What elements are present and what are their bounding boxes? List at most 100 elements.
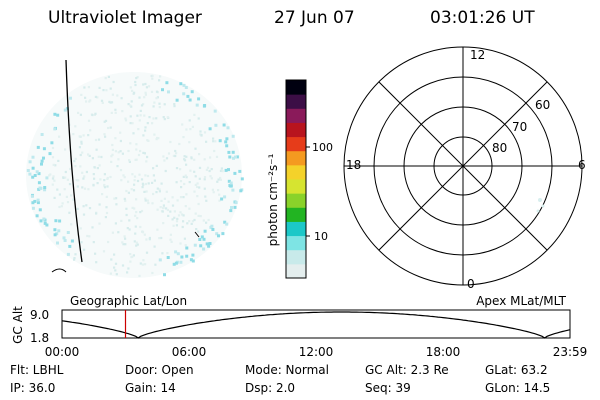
image-date: 27 Jun 07 xyxy=(274,8,355,28)
emission-pixel xyxy=(135,143,138,146)
emission-pixel xyxy=(95,261,98,264)
x-tick-18: 18:00 xyxy=(426,345,461,359)
emission-pixel xyxy=(73,258,76,261)
mlt-label-18: 18 xyxy=(346,158,361,172)
emission-pixel xyxy=(143,233,146,236)
emission-pixel xyxy=(135,244,138,247)
emission-pixel xyxy=(133,183,136,186)
emission-pixel xyxy=(54,164,57,167)
x-tick-2359: 23:59 xyxy=(553,345,588,359)
emission-pixel xyxy=(80,142,83,145)
emission-pixel xyxy=(205,199,208,202)
emission-pixel xyxy=(121,241,124,244)
emission-pixel xyxy=(140,178,144,181)
emission-pixel xyxy=(50,141,54,145)
emission-pixel xyxy=(169,238,172,241)
limb-tick xyxy=(194,231,200,238)
emission-pixel xyxy=(203,176,207,179)
emission-pixel xyxy=(163,118,166,121)
emission-pixel xyxy=(35,214,39,218)
emission-pixel xyxy=(104,119,108,122)
emission-pixel xyxy=(143,152,146,155)
emission-pixel xyxy=(132,189,136,192)
emission-pixel xyxy=(228,155,232,159)
emission-pixel xyxy=(127,267,130,270)
emission-pixel xyxy=(182,220,185,223)
emission-pixel xyxy=(179,260,183,264)
emission-pixel xyxy=(162,116,165,119)
emission-pixel xyxy=(68,211,71,214)
emission-pixel xyxy=(61,202,64,205)
emission-pixel xyxy=(151,202,154,205)
emission-pixel xyxy=(144,182,147,186)
emission-pixel xyxy=(83,175,86,178)
emission-pixel xyxy=(127,191,130,194)
emission-pixel xyxy=(156,208,159,211)
emission-pixel xyxy=(78,146,81,149)
emission-pixel xyxy=(141,263,144,266)
emission-pixel xyxy=(109,175,112,179)
emission-pixel xyxy=(152,105,155,108)
emission-pixel xyxy=(131,206,134,209)
colorbar-cell xyxy=(286,179,306,194)
emission-pixel xyxy=(158,188,161,191)
emission-pixel xyxy=(74,125,77,128)
emission-pixel xyxy=(124,119,128,122)
emission-pixel xyxy=(203,104,207,107)
emission-pixel xyxy=(36,198,40,202)
emission-pixel xyxy=(163,197,166,200)
emission-pixel xyxy=(107,75,110,78)
emission-pixel xyxy=(146,174,150,178)
lat-label-70: 70 xyxy=(512,120,527,134)
emission-pixel xyxy=(43,221,47,225)
emission-pixel xyxy=(128,159,131,162)
colorbar-unit-label: photon cm⁻²s⁻¹ xyxy=(266,153,280,246)
mlt-label-6: 6 xyxy=(578,158,586,172)
timeline-y-axis-label: GC Alt xyxy=(11,306,25,344)
emission-pixel xyxy=(131,173,134,176)
emission-pixel xyxy=(144,197,147,200)
emission-pixel xyxy=(195,228,198,231)
emission-pixel xyxy=(136,243,139,246)
emission-pixel xyxy=(102,250,106,253)
emission-pixel xyxy=(230,206,233,209)
emission-pixel xyxy=(189,258,193,262)
emission-pixel xyxy=(113,197,116,200)
emission-pixel xyxy=(113,266,116,269)
emission-pixel xyxy=(157,137,160,140)
emission-pixel xyxy=(125,207,128,210)
emission-pixel xyxy=(194,212,197,215)
emission-pixel xyxy=(130,100,133,103)
emission-pixel xyxy=(223,195,227,199)
emission-pixel xyxy=(175,98,179,102)
emission-pixel xyxy=(94,95,97,98)
emission-pixel xyxy=(171,196,174,199)
emission-pixel xyxy=(136,217,139,220)
emission-pixel xyxy=(188,141,191,144)
emission-pixel xyxy=(186,222,189,225)
glat-label: GLat: 63.2 xyxy=(485,363,548,377)
emission-pixel xyxy=(45,176,49,180)
emission-pixel xyxy=(99,178,102,181)
emission-pixel xyxy=(106,185,109,188)
emission-pixel xyxy=(198,186,201,189)
emission-pixel xyxy=(56,113,60,117)
emission-pixel xyxy=(66,178,69,181)
emission-pixel xyxy=(162,204,165,207)
colorbar-cell xyxy=(286,263,306,279)
emission-pixel xyxy=(84,96,87,99)
emission-pixel xyxy=(87,188,90,191)
emission-pixel xyxy=(207,218,210,222)
emission-pixel xyxy=(70,194,73,197)
emission-pixel xyxy=(146,155,149,159)
emission-pixel xyxy=(74,157,77,160)
emission-pixel xyxy=(64,176,67,179)
emission-pixel xyxy=(103,133,106,136)
emission-pixel xyxy=(148,236,151,240)
emission-pixel xyxy=(128,160,131,163)
emission-pixel xyxy=(117,151,120,154)
emission-pixel xyxy=(153,179,156,182)
emission-pixel xyxy=(233,171,237,175)
emission-pixel xyxy=(139,114,142,117)
emission-pixel xyxy=(175,224,178,227)
